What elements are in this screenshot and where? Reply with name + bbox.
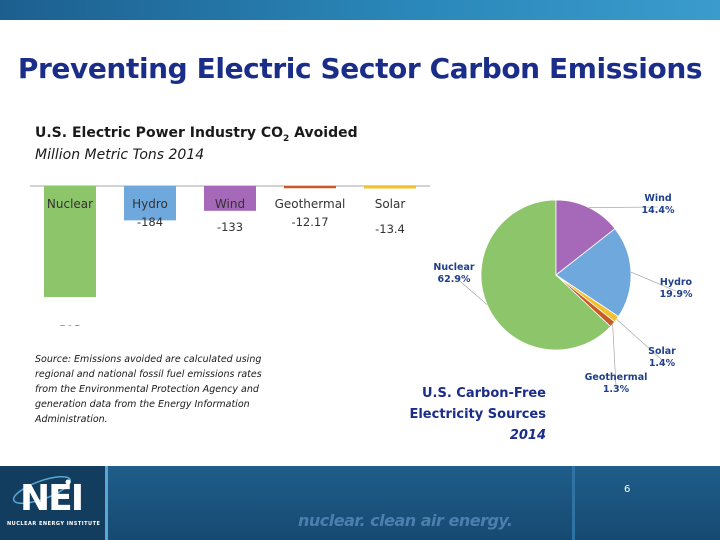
leader-hydro: [630, 271, 677, 292]
page-number: 6: [624, 484, 631, 495]
slice-label-wind: Wind: [644, 193, 671, 204]
nei-logo-text: NEI: [20, 478, 84, 519]
slice-value-solar: 1.4%: [649, 358, 676, 369]
subtitle-prefix: U.S. Electric Power Industry CO: [35, 125, 284, 141]
footer-divider: [105, 466, 108, 540]
slice-label-nuclear: Nuclear: [433, 262, 474, 273]
slice-label-solar: Solar: [648, 346, 676, 357]
subtitle-suffix: Avoided: [289, 125, 358, 141]
bar-nuclear: [44, 186, 96, 298]
bar-geothermal: [284, 186, 336, 189]
tagline: nuclear. clean air energy.: [298, 511, 513, 530]
source-note: Source: Emissions avoided are calculated…: [35, 354, 262, 425]
category-label-solar: Solar: [375, 197, 406, 211]
nei-logo-subtitle: NUCLEAR ENERGY INSTITUTE: [7, 521, 101, 527]
slice-value-wind: 14.4%: [642, 205, 675, 216]
value-label-nuclear: -595: [55, 323, 81, 326]
leader-solar: [616, 318, 663, 361]
value-label-solar: -13.4: [375, 222, 405, 236]
bar-solar: [364, 186, 416, 189]
leader-geothermal: [612, 324, 617, 387]
subtitle-subscript: 2: [283, 133, 290, 144]
slice-value-hydro: 19.9%: [660, 289, 693, 300]
slide-title: Preventing Electric Sector Carbon Emissi…: [17, 52, 703, 85]
chart-subtitle: U.S. Electric Power Industry CO2 Avoided: [35, 125, 358, 144]
slice-wind: [555, 199, 616, 276]
footer-band: NEI NUCLEAR ENERGY INSTITUTE nuclear. cl…: [0, 466, 720, 540]
category-label-hydro: Hydro: [132, 197, 168, 211]
bar-hydro: [124, 186, 176, 221]
slice-value-geothermal: 1.3%: [603, 384, 630, 395]
footer-divider-right: [572, 466, 575, 540]
slice-value-nuclear: 62.9%: [438, 274, 471, 285]
top-band: [0, 0, 720, 20]
carbon-free-caption: U.S. Carbon-Free Electricity Sources 201…: [396, 383, 546, 446]
bar-chart: Nuclear -595 Hydro -184 Wind -133 Geothermal -1…: [30, 185, 430, 326]
category-label-nuclear: Nuclear: [47, 197, 93, 211]
value-label-hydro: -184: [137, 215, 163, 229]
leader-wind: [588, 206, 659, 208]
carbon-free-line1: U.S. Carbon-Free: [421, 386, 546, 401]
nei-atom-icon: [12, 475, 72, 505]
value-label-wind: -133: [217, 220, 243, 234]
chart-units: Million Metric Tons 2014: [35, 147, 205, 163]
leader-nuclear: [453, 275, 488, 305]
category-label-geothermal: Geothermal: [275, 197, 346, 211]
category-label-wind: Wind: [215, 197, 245, 211]
slice-label-hydro: Hydro: [660, 277, 693, 288]
carbon-free-year: 2014: [509, 428, 546, 443]
value-label-geothermal: -12.17: [291, 215, 328, 229]
slice-label-geothermal: Geothermal: [585, 372, 648, 383]
bar-wind: [204, 186, 256, 211]
carbon-free-line2: Electricity Sources: [409, 407, 546, 422]
